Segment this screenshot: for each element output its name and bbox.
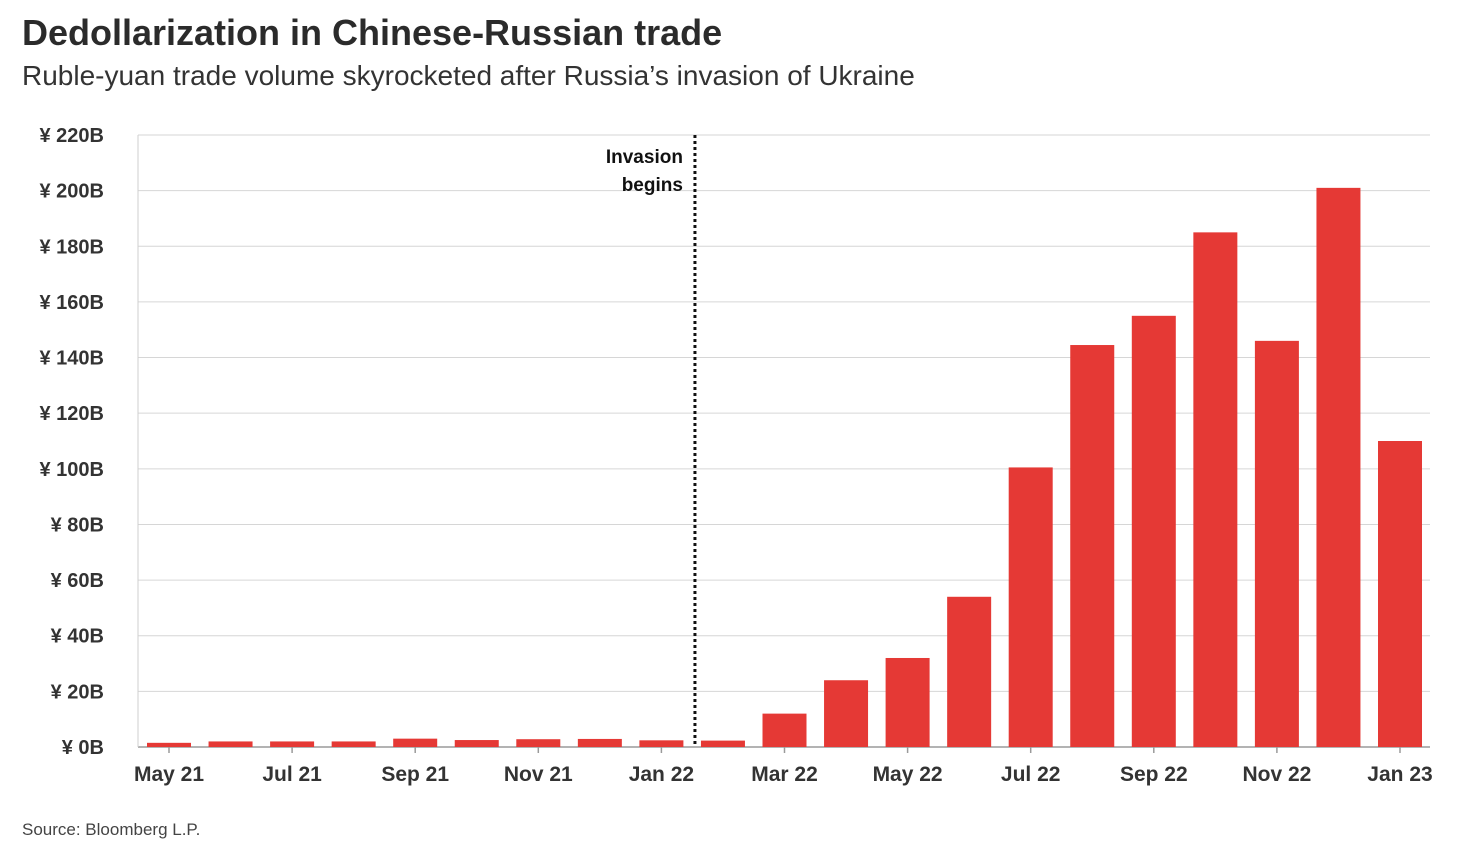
bar: [824, 680, 869, 747]
bar: [208, 741, 253, 747]
bar: [270, 741, 315, 747]
bar: [1316, 187, 1361, 747]
invasion-label: Invasion: [606, 147, 683, 168]
x-tick-label: Sep 22: [1120, 763, 1188, 786]
x-tick-label: May 22: [873, 763, 943, 786]
y-axis-ticks: ¥ 0B ¥ 20B ¥ 40B ¥ 60B ¥ 80B ¥ 100B ¥ 120B ¥ 14…: [40, 125, 105, 759]
invasion-label: begins: [622, 175, 683, 196]
y-tick-label: ¥ 120B: [40, 403, 105, 425]
x-tick-label: Nov 22: [1242, 763, 1311, 786]
y-tick-label: ¥ 20B: [51, 681, 104, 703]
bar: [577, 738, 622, 747]
bar: [947, 596, 992, 747]
bar: [885, 657, 930, 747]
source-note: Source: Bloomberg L.P.: [22, 820, 201, 839]
x-tick-label: Sep 21: [381, 763, 449, 786]
x-tick-label: Jul 22: [1001, 763, 1061, 786]
bar: [762, 713, 807, 747]
x-tick-label: Jul 21: [262, 763, 322, 786]
chart-title: Dedollarization in Chinese-Russian trade: [22, 12, 723, 53]
y-tick-label: ¥ 180B: [40, 236, 105, 258]
bar: [147, 742, 191, 747]
x-tick-label: Jan 22: [629, 763, 694, 786]
y-tick-label: ¥ 40B: [51, 626, 104, 648]
bar: [516, 739, 561, 747]
y-tick-label: ¥ 60B: [51, 570, 104, 592]
chart-subtitle: Ruble-yuan trade volume skyrocketed afte…: [22, 60, 915, 91]
x-tick-label: Jan 23: [1367, 763, 1432, 786]
x-tick-label: Nov 21: [504, 763, 573, 786]
x-tick-label: May 21: [134, 763, 204, 786]
bar: [1254, 340, 1299, 747]
y-tick-label: ¥ 100B: [40, 459, 105, 481]
x-tick-label: Mar 22: [751, 763, 818, 786]
y-tick-label: ¥ 140B: [40, 348, 105, 370]
bar: [700, 740, 745, 747]
y-tick-label: ¥ 0B: [62, 737, 104, 759]
y-tick-label: ¥ 160B: [40, 292, 105, 314]
bar: [331, 741, 376, 747]
bar: [1193, 232, 1238, 747]
y-tick-label: ¥ 220B: [40, 125, 105, 147]
bar: [1070, 345, 1115, 747]
bar: [454, 740, 499, 747]
y-tick-label: ¥ 200B: [40, 181, 105, 203]
bar: [1008, 467, 1053, 747]
y-tick-label: ¥ 80B: [51, 514, 104, 536]
invasion-annotation: Invasion begins: [606, 135, 697, 747]
x-axis-ticks: May 21 Jul 21 Sep 21 Nov 21 Jan 22 Mar 22 May …: [134, 747, 1433, 786]
bar: [1131, 315, 1176, 747]
bar: [639, 740, 684, 747]
bars: [147, 187, 1422, 747]
bar: [393, 738, 438, 747]
bar: [1378, 441, 1422, 747]
